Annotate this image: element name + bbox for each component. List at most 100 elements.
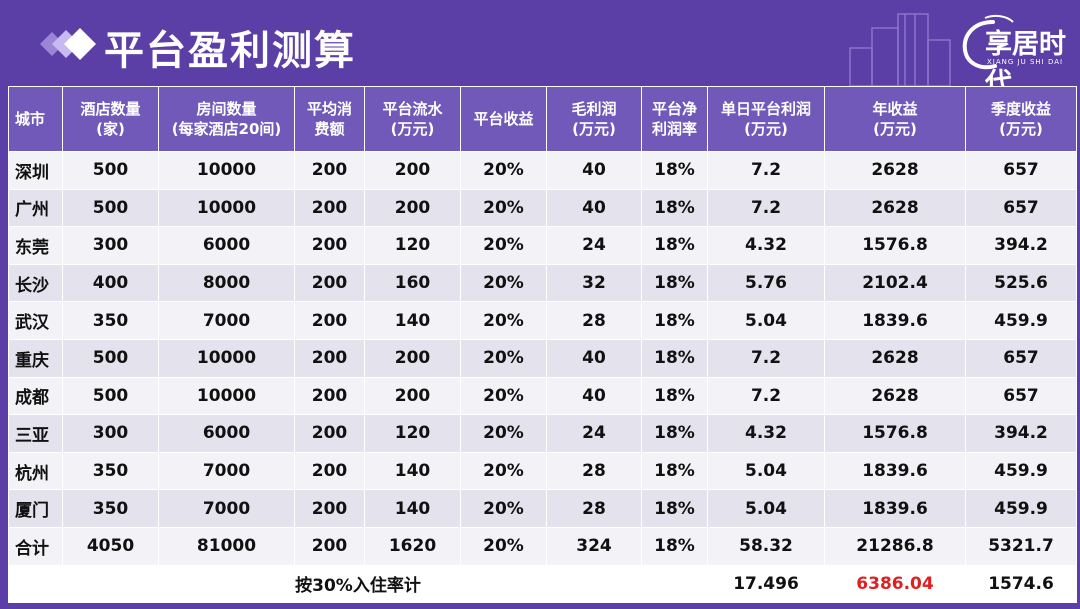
- table-cell: 18%: [641, 151, 708, 190]
- table-cell: 500: [62, 338, 159, 378]
- table-cell: 200: [294, 151, 365, 190]
- city-cell: 广州: [8, 188, 63, 228]
- table-row: 杭州 350 7000 200 140 20% 28 18% 5.04 1839.6 459.9: [8, 451, 1077, 491]
- city-cell: 长沙: [8, 263, 63, 303]
- column-header: 房间数量 (每家酒店20间): [158, 86, 295, 152]
- table-row: 三亚 300 6000 200 120 20% 24 18% 4.32 1576.8 394.2: [8, 414, 1077, 453]
- table-row: 武汉 350 7000 200 140 20% 28 18% 5.04 1839.6 459.9: [8, 301, 1077, 340]
- city-cell: 杭州: [8, 451, 63, 491]
- table-cell: 20%: [460, 338, 547, 378]
- table-cell: 24: [546, 414, 642, 453]
- table-cell: 81000: [158, 526, 295, 566]
- annual-profit-cell: 6386.04: [824, 564, 966, 604]
- table-cell: 20%: [460, 151, 547, 190]
- logo-subtitle: XIANG JU SHI DAI: [987, 58, 1064, 66]
- column-header-text: 平均消: [306, 100, 352, 118]
- city-cell: 成都: [8, 376, 63, 416]
- table-cell: 40: [546, 151, 642, 190]
- table-cell: 32: [546, 263, 642, 303]
- table-cell: 657: [965, 338, 1077, 378]
- table-cell: 18%: [641, 489, 708, 528]
- table-row: 成都 500 10000 200 200 20% 40 18% 7.2 2628 657: [8, 376, 1077, 416]
- table-cell: 2628: [824, 151, 966, 190]
- column-header: 季度收益 (万元): [965, 86, 1077, 152]
- buildings-outline-icon: [849, 13, 951, 86]
- table-cell: 200: [364, 338, 461, 378]
- column-header: 平台流水 (万元): [364, 86, 461, 152]
- table-row: 厦门 350 7000 200 140 20% 28 18% 5.04 1839.6 459.9: [8, 489, 1077, 528]
- table-cell: 40: [546, 338, 642, 378]
- table-cell: 200: [294, 338, 365, 378]
- column-header: 酒店数量 (家): [62, 86, 159, 152]
- city-cell: 武汉: [8, 301, 63, 340]
- column-header-text: 酒店数量: [80, 100, 141, 118]
- table-cell: 525.6: [965, 263, 1077, 303]
- column-header-text: 年收益: [872, 100, 918, 118]
- column-header-text: (万元): [744, 120, 788, 138]
- table-cell: 120: [364, 414, 461, 453]
- table-cell: 324: [546, 526, 642, 566]
- table-row: 重庆 500 10000 200 200 20% 40 18% 7.2 2628 657: [8, 338, 1077, 378]
- city-cell: 厦门: [8, 489, 63, 528]
- column-header: 单日平台利润 (万元): [707, 86, 825, 152]
- table-cell: 18%: [641, 263, 708, 303]
- table-cell: 20%: [460, 414, 547, 453]
- column-header-text: (每家酒店20间): [171, 120, 282, 138]
- table-cell: 200: [294, 451, 365, 491]
- table-cell: 28: [546, 489, 642, 528]
- table-cell: 28: [546, 301, 642, 340]
- table-cell: 5.04: [707, 451, 825, 491]
- column-header-text: 单日平台利润: [720, 100, 811, 118]
- table-cell: 7000: [158, 451, 295, 491]
- table-cell: 10000: [158, 376, 295, 416]
- column-header-text: (万元): [873, 120, 917, 138]
- table-footer-row: 按30%入住率计 17.496 6386.04 1574.6: [8, 564, 1077, 604]
- column-header-text: (万元): [572, 120, 616, 138]
- table-cell: 5.76: [707, 263, 825, 303]
- column-header-text: (家): [96, 120, 125, 138]
- table-cell: 394.2: [965, 226, 1077, 265]
- table-cell: 200: [364, 151, 461, 190]
- table-cell: 459.9: [965, 451, 1077, 491]
- profit-table-container: 城市 酒店数量 (家) 房间数量 (每家酒店20间) 平均消 费额 平台流水 (万元) 平台收益毛…: [8, 86, 1077, 604]
- column-header-text: 利润率: [651, 120, 697, 138]
- table-cell: 1839.6: [824, 489, 966, 528]
- table-cell: 28: [546, 451, 642, 491]
- table-cell: 18%: [641, 376, 708, 416]
- city-cell: 合计: [8, 526, 63, 566]
- table-cell: 140: [364, 301, 461, 340]
- table-cell: 2628: [824, 338, 966, 378]
- table-cell: 160: [364, 263, 461, 303]
- city-cell: 东莞: [8, 226, 63, 265]
- profit-table: 城市 酒店数量 (家) 房间数量 (每家酒店20间) 平均消 费额 平台流水 (万元) 平台收益毛…: [8, 86, 1077, 604]
- table-cell: 300: [62, 226, 159, 265]
- column-header-text: (万元): [390, 120, 435, 138]
- column-header: 平台净 利润率: [641, 86, 708, 152]
- table-cell: 18%: [641, 338, 708, 378]
- table-cell: 200: [294, 226, 365, 265]
- table-cell: 200: [364, 376, 461, 416]
- table-cell: 200: [294, 376, 365, 416]
- table-header-row: 城市 酒店数量 (家) 房间数量 (每家酒店20间) 平均消 费额 平台流水 (万元) 平台收益毛…: [8, 86, 1077, 152]
- column-header-text: 城市: [15, 110, 46, 128]
- table-cell: 20%: [460, 451, 547, 491]
- column-header: 平台收益: [460, 86, 547, 152]
- table-cell: 300: [62, 414, 159, 453]
- table-cell: 18%: [641, 301, 708, 340]
- table-cell: 4.32: [707, 414, 825, 453]
- table-cell: 1576.8: [824, 226, 966, 265]
- city-cell: 三亚: [8, 414, 63, 453]
- table-cell: 5321.7: [965, 526, 1077, 566]
- header-bar: 平台盈利测算 享居时代 XIANG JU SHI DAI: [0, 0, 1080, 99]
- table-cell: 20%: [460, 376, 547, 416]
- table-cell: 500: [62, 188, 159, 228]
- table-cell: 18%: [641, 414, 708, 453]
- table-cell: 40: [546, 376, 642, 416]
- table-cell: 4050: [62, 526, 159, 566]
- table-cell: 200: [294, 414, 365, 453]
- table-cell: 200: [294, 526, 365, 566]
- table-cell: 20%: [460, 226, 547, 265]
- table-cell: 1839.6: [824, 451, 966, 491]
- table-body: 深圳 500 10000 200 200 20% 40 18% 7.2 2628 657 广州 500 1…: [8, 151, 1077, 604]
- table-cell: 1620: [364, 526, 461, 566]
